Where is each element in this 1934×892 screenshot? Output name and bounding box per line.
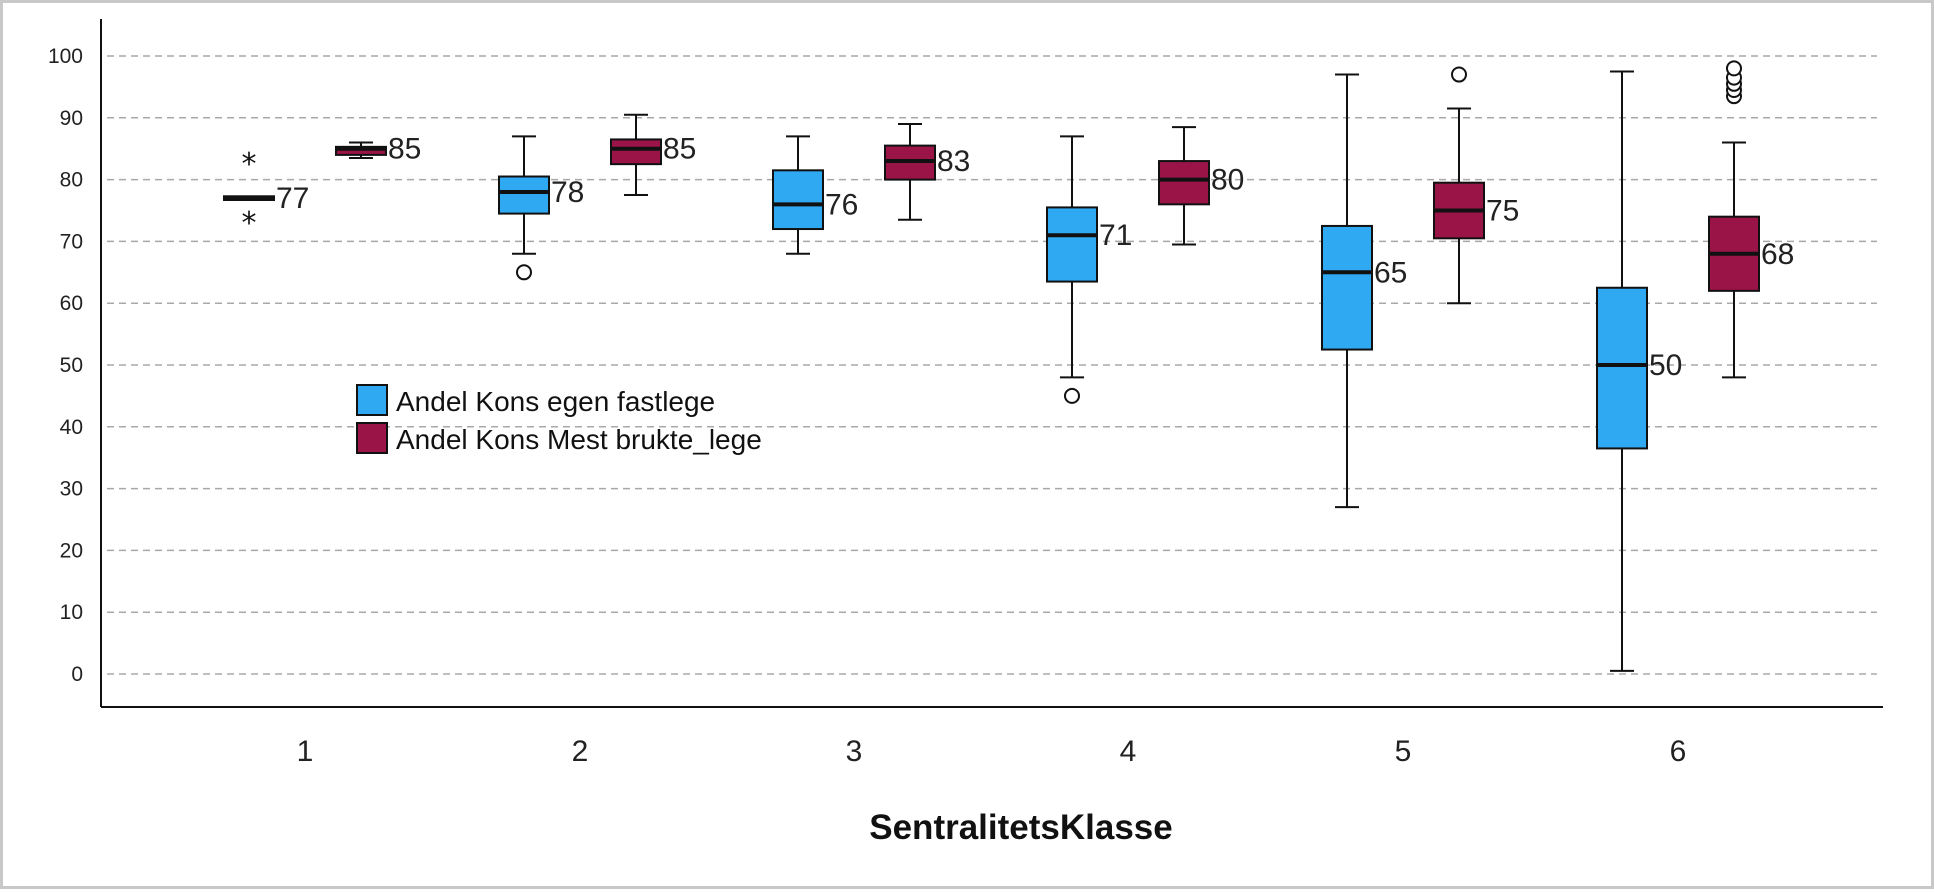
box [1158,160,1210,206]
x-tick-label: 5 [1395,735,1412,768]
median-label: 85 [663,133,696,166]
y-tick-label: 20 [60,539,83,562]
legend: Andel Kons egen fastlege Andel Kons Mest… [356,384,762,455]
x-tick-label: 2 [572,735,589,768]
legend-label-mest-brukte-lege: Andel Kons Mest brukte_lege [396,424,762,455]
y-tick-label: 80 [60,169,83,192]
legend-label-egen-fastlege: Andel Kons egen fastlege [396,386,715,417]
y-tick-label: 60 [60,292,83,315]
legend-swatch-mest-brukte-lege [356,422,388,454]
box-series: 77 * * 78 76 71 65 50 85 85 83 80 75 68 [223,60,1794,672]
box [498,175,550,215]
median-label: 80 [1211,164,1244,197]
x-tick-label: 6 [1670,735,1687,768]
y-tick-label: 90 [60,107,83,130]
extreme-point: * [242,206,257,241]
y-axis: 0 10 20 30 40 50 60 70 80 90 100 [48,19,102,707]
outlier-point [516,264,532,281]
box-group: 50 [1596,70,1682,672]
x-axis: 1 2 3 4 5 6 [101,706,1883,768]
y-tick-label: 70 [60,230,83,253]
median-label: 75 [1486,195,1519,228]
box-group: 75 [1433,66,1519,305]
median-label: 85 [388,133,421,166]
box-group: 85 [610,113,696,197]
outlier-point [1451,66,1467,83]
median-label: 71 [1099,219,1132,252]
box-group: 68 [1708,60,1794,379]
box-group: 83 [884,122,970,221]
y-tick-label: 40 [60,416,83,439]
box-group: 78 [498,135,584,281]
box [1046,206,1098,283]
median-label: 68 [1761,238,1794,271]
y-tick-label: 10 [60,601,83,624]
median-label: 77 [276,182,309,215]
median-label: 78 [551,176,584,209]
box-group: 65 [1321,73,1407,509]
median-label: 50 [1649,349,1682,382]
box [610,138,662,166]
y-tick-label: 50 [60,354,83,377]
x-tick-label: 3 [846,735,863,768]
outlier-point [1064,387,1080,404]
box-group: 80 [1158,126,1244,246]
median-label: 76 [825,188,858,221]
boxplot-chart: 0 10 20 30 40 50 60 70 80 90 100 1 2 3 4 5 6 77 * * 78 76 71… [48,19,1883,847]
x-tick-label: 4 [1120,735,1137,768]
y-tick-label: 0 [71,663,83,686]
box-group: 85 [335,133,421,166]
y-tick-label: 30 [60,478,83,501]
box-group: 76 [772,135,858,255]
box [1596,286,1648,450]
gridlines [107,55,1877,675]
median-label: 83 [937,145,970,178]
box [1321,224,1373,351]
extreme-point: * [242,147,257,182]
median-label: 65 [1374,256,1407,289]
box [772,169,824,231]
box-group: 71 [1046,135,1132,404]
x-tick-label: 1 [297,735,314,768]
y-tick-label: 100 [48,45,83,68]
box-group: 77 * * [223,147,309,241]
x-axis-title: SentralitetsKlasse [869,808,1172,847]
outlier-point [1726,60,1742,77]
legend-swatch-egen-fastlege [356,384,388,416]
